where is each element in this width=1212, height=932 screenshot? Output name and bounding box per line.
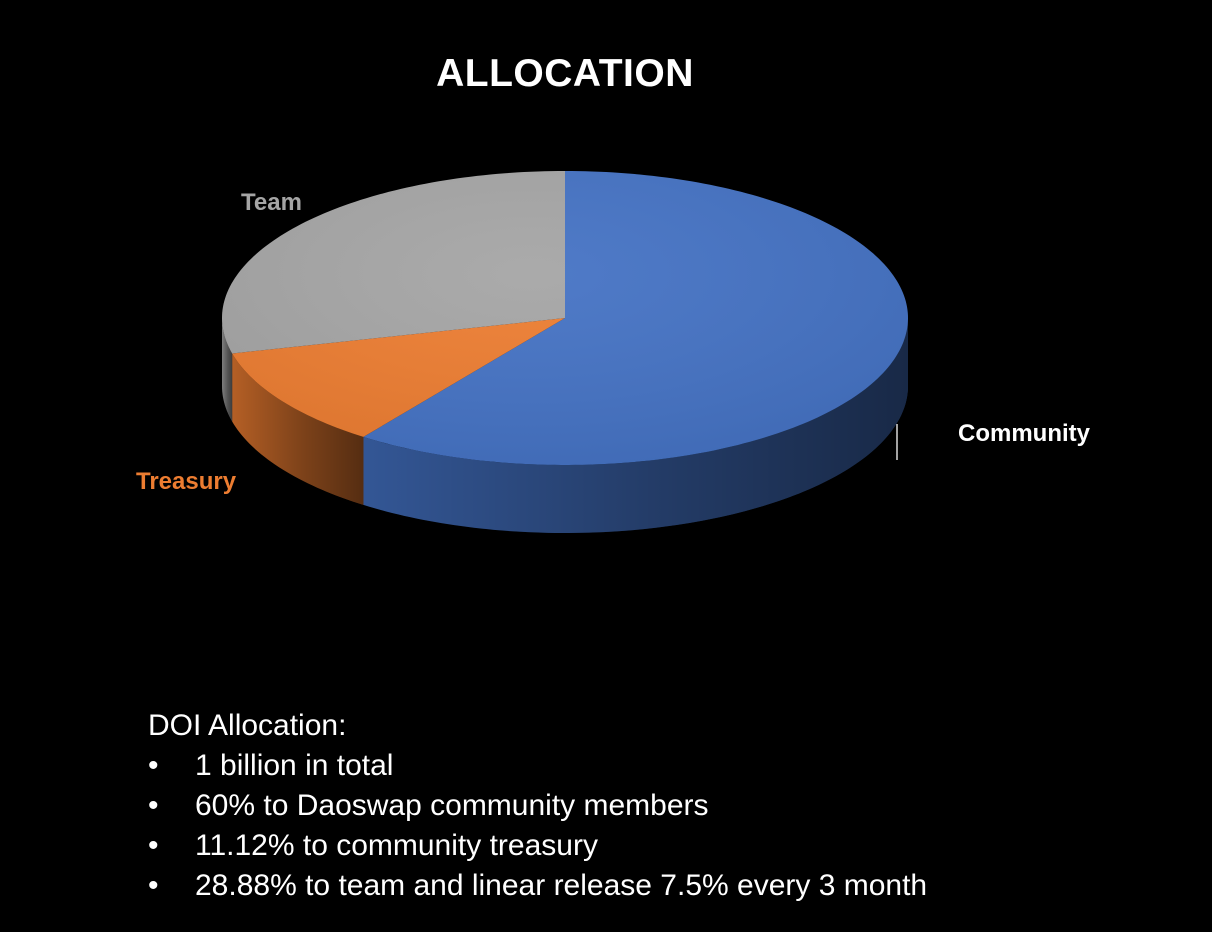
notes-list: • 1 billion in total • 60% to Daoswap comm…	[148, 746, 927, 906]
list-item-text: 60% to Daoswap community members	[195, 789, 709, 822]
pie-chart	[222, 171, 908, 533]
list-item: • 1 billion in total	[148, 746, 927, 786]
list-item: • 28.88% to team and linear release 7.5% …	[148, 866, 927, 906]
pie-sides	[222, 318, 908, 533]
list-item: • 11.12% to community treasury	[148, 826, 927, 866]
list-item-text: 1 billion in total	[195, 749, 394, 782]
chart-title: ALLOCATION	[436, 52, 694, 95]
bullet: •	[148, 749, 159, 782]
list-item-text: 11.12% to community treasury	[195, 829, 598, 862]
slice-label-team: Team	[241, 189, 302, 216]
slice-label-treasury: Treasury	[136, 468, 237, 495]
list-item-text: 28.88% to team and linear release 7.5% e…	[195, 869, 928, 902]
pie-side-shade-team	[222, 318, 233, 422]
bullet: •	[148, 869, 159, 902]
bullet: •	[148, 829, 159, 862]
slice-label-community: Community	[958, 420, 1090, 447]
bullet: •	[148, 789, 159, 822]
pie-side-shade-community	[363, 318, 908, 533]
pie-tops	[222, 171, 908, 465]
pie-side-shade-treasury	[232, 353, 364, 505]
allocation-notes: DOI Allocation: • 1 billion in total • 60%…	[148, 706, 927, 906]
pie-top-sheen	[222, 171, 908, 465]
list-item: • 60% to Daoswap community members	[148, 786, 927, 826]
notes-heading: DOI Allocation:	[148, 709, 347, 742]
